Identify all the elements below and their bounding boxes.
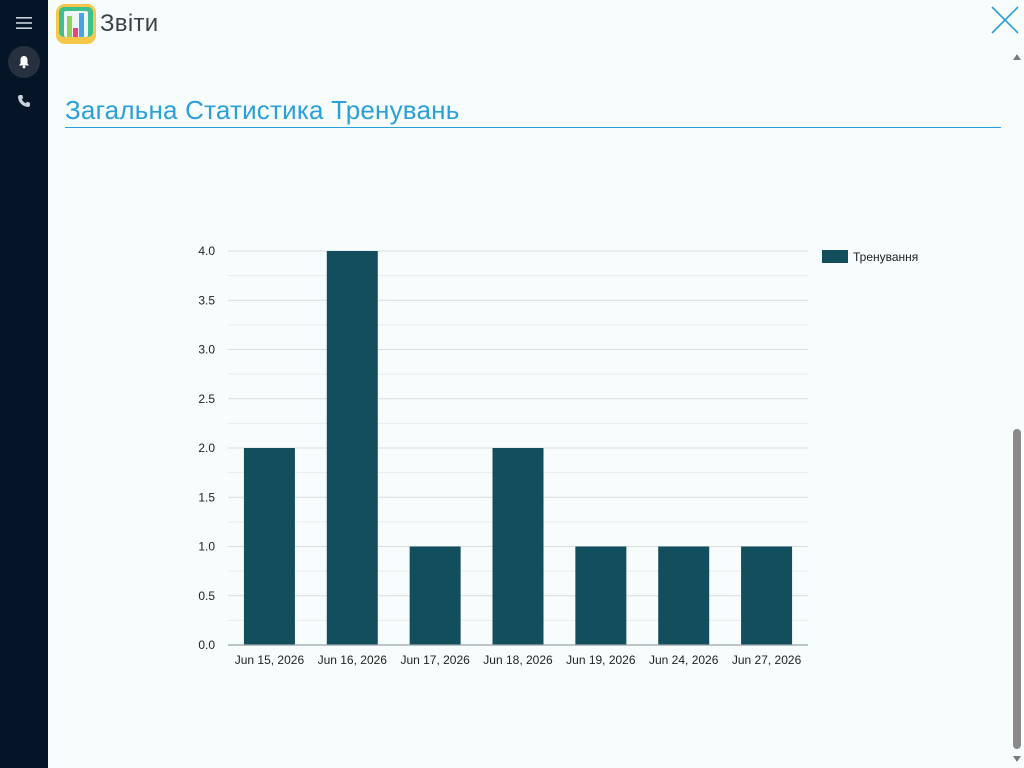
scroll-down-arrow-icon[interactable] bbox=[1013, 756, 1021, 762]
phone-icon bbox=[18, 95, 30, 107]
scrollbar-thumb[interactable] bbox=[1013, 429, 1021, 749]
y-tick-label: 0.0 bbox=[198, 638, 215, 652]
menu-button[interactable] bbox=[8, 7, 40, 39]
bar-0[interactable] bbox=[243, 448, 295, 645]
y-tick-label: 1.5 bbox=[198, 490, 215, 504]
x-tick-label: Jun 18, 2026 bbox=[483, 653, 553, 667]
y-tick-label: 2.0 bbox=[198, 441, 215, 455]
bar-4[interactable] bbox=[575, 546, 627, 646]
x-tick-label: Jun 17, 2026 bbox=[400, 653, 470, 667]
vertical-scrollbar[interactable] bbox=[1010, 48, 1024, 768]
legend-swatch bbox=[822, 250, 848, 263]
section-title: Загальна Статистика Тренувань bbox=[65, 95, 1001, 128]
x-tick-label: Jun 19, 2026 bbox=[566, 653, 636, 667]
x-tick-label: Jun 27, 2026 bbox=[732, 653, 802, 667]
y-tick-label: 1.0 bbox=[198, 540, 215, 554]
bar-5[interactable] bbox=[658, 546, 710, 646]
bar-3[interactable] bbox=[492, 448, 544, 645]
bell-icon bbox=[19, 56, 29, 69]
y-tick-label: 2.5 bbox=[198, 392, 215, 406]
x-tick-label: Jun 24, 2026 bbox=[649, 653, 719, 667]
bar-1[interactable] bbox=[326, 251, 378, 645]
y-tick-label: 4.0 bbox=[198, 244, 215, 258]
x-tick-label: Jun 15, 2026 bbox=[235, 653, 305, 667]
y-tick-label: 0.5 bbox=[198, 589, 215, 603]
app-title: Звіти bbox=[100, 10, 159, 37]
notifications-button[interactable] bbox=[8, 46, 40, 78]
bar-6[interactable] bbox=[741, 546, 793, 646]
hamburger-menu-icon bbox=[16, 17, 32, 29]
close-button[interactable] bbox=[989, 4, 1021, 36]
scroll-up-arrow-icon[interactable] bbox=[1013, 54, 1021, 60]
bar-2[interactable] bbox=[409, 546, 461, 646]
legend-label: Тренування bbox=[853, 250, 918, 264]
calls-button[interactable] bbox=[8, 85, 40, 117]
y-tick-label: 3.0 bbox=[198, 343, 215, 357]
close-icon bbox=[991, 6, 1019, 34]
y-tick-label: 3.5 bbox=[198, 293, 215, 307]
reports-app-icon bbox=[56, 4, 96, 44]
x-tick-label: Jun 16, 2026 bbox=[318, 653, 388, 667]
sidebar-rail bbox=[0, 0, 48, 768]
